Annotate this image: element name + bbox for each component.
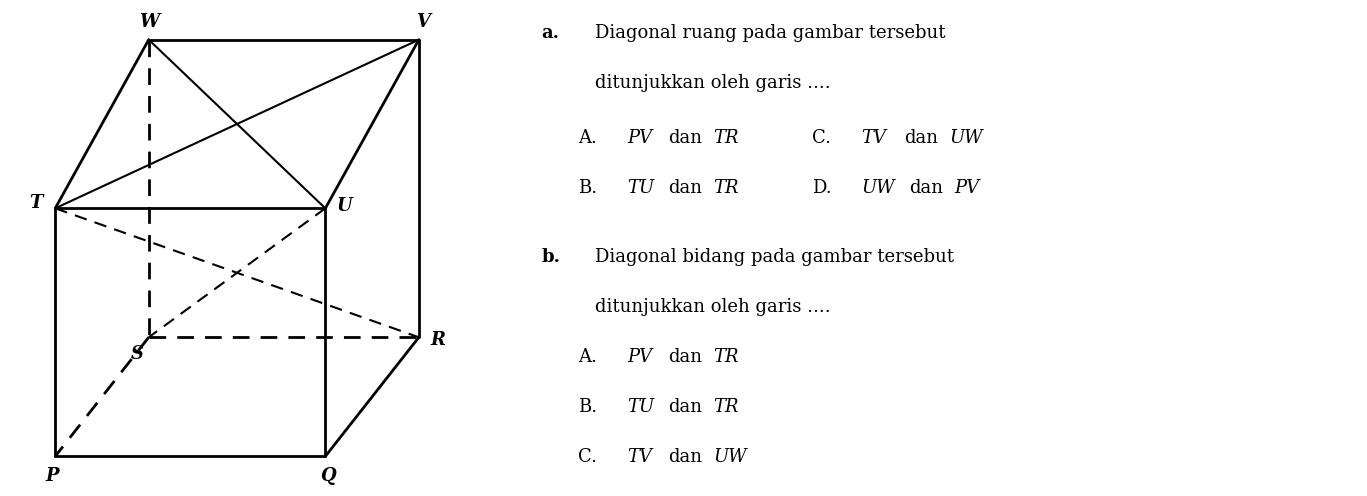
- Text: a.: a.: [541, 24, 559, 42]
- Text: TV: TV: [627, 448, 652, 466]
- Text: dan: dan: [668, 348, 703, 366]
- Text: TU: TU: [627, 179, 655, 197]
- Text: dan: dan: [668, 448, 703, 466]
- Text: ditunjukkan oleh garis ....: ditunjukkan oleh garis ....: [595, 298, 830, 316]
- Text: R: R: [431, 331, 446, 349]
- Text: B.: B.: [578, 398, 597, 416]
- Text: Diagonal bidang pada gambar tersebut: Diagonal bidang pada gambar tersebut: [595, 248, 954, 266]
- Text: PV: PV: [627, 348, 652, 366]
- Text: b.: b.: [541, 248, 560, 266]
- Text: TV: TV: [861, 129, 886, 147]
- Text: dan: dan: [904, 129, 938, 147]
- Text: TR: TR: [714, 398, 740, 416]
- Text: ditunjukkan oleh garis ....: ditunjukkan oleh garis ....: [595, 74, 830, 92]
- Text: B.: B.: [578, 179, 597, 197]
- Text: dan: dan: [668, 179, 703, 197]
- Text: C.: C.: [812, 129, 831, 147]
- Text: A.: A.: [578, 348, 597, 366]
- Text: UW: UW: [861, 179, 895, 197]
- Text: dan: dan: [668, 398, 703, 416]
- Text: UW: UW: [714, 448, 748, 466]
- Text: PV: PV: [627, 129, 652, 147]
- Text: C.: C.: [578, 448, 597, 466]
- Text: V: V: [416, 13, 431, 31]
- Text: Q: Q: [320, 467, 336, 485]
- Text: Diagonal ruang pada gambar tersebut: Diagonal ruang pada gambar tersebut: [595, 24, 945, 42]
- Text: dan: dan: [668, 129, 703, 147]
- Text: TR: TR: [714, 348, 740, 366]
- Text: S: S: [130, 345, 144, 363]
- Text: PV: PV: [954, 179, 980, 197]
- Text: UW: UW: [950, 129, 983, 147]
- Text: TR: TR: [714, 179, 740, 197]
- Text: W: W: [138, 13, 159, 31]
- Text: P: P: [46, 467, 59, 485]
- Text: dan: dan: [909, 179, 943, 197]
- Text: U: U: [336, 197, 353, 215]
- Text: D.: D.: [812, 179, 831, 197]
- Text: T: T: [29, 194, 42, 212]
- Text: TU: TU: [627, 398, 655, 416]
- Text: TR: TR: [714, 129, 740, 147]
- Text: A.: A.: [578, 129, 597, 147]
